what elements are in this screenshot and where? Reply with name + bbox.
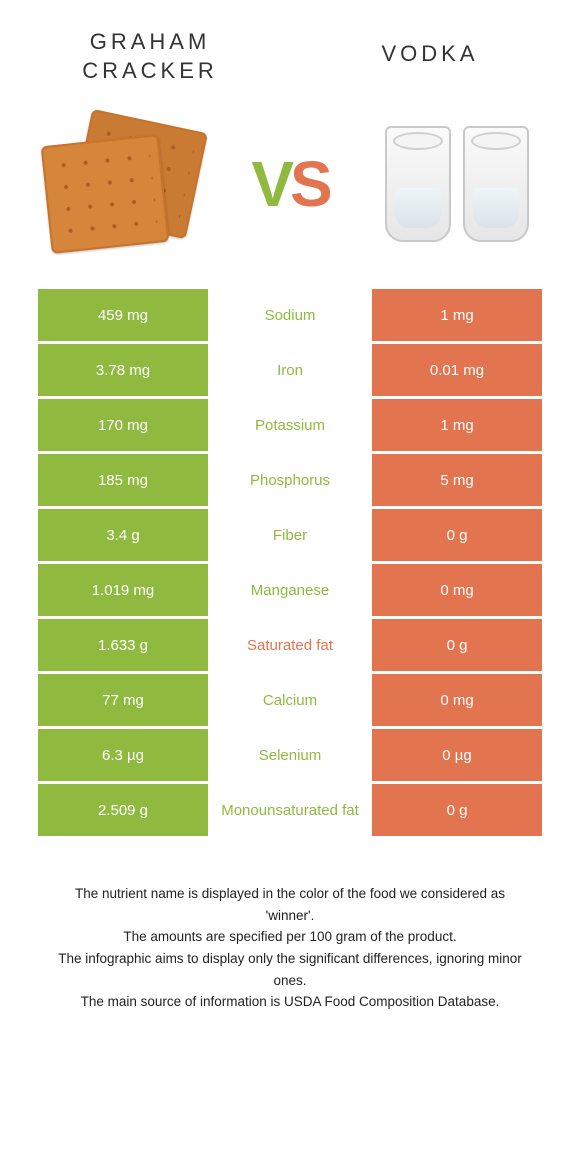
comparison-table: 459 mgSodium1 mg3.78 mgIron0.01 mg170 mg… xyxy=(0,289,580,836)
cell-right-value: 0 g xyxy=(372,509,542,561)
table-row: 1.019 mgManganese0 mg xyxy=(38,564,542,616)
table-row: 170 mgPotassium1 mg xyxy=(38,399,542,451)
footer-notes: The nutrient name is displayed in the co… xyxy=(0,839,580,1013)
table-row: 2.509 gMonounsaturated fat0 g xyxy=(38,784,542,836)
cell-nutrient-label: Sodium xyxy=(208,289,372,341)
cell-left-value: 1.019 mg xyxy=(38,564,208,616)
cell-left-value: 77 mg xyxy=(38,674,208,726)
cell-left-value: 459 mg xyxy=(38,289,208,341)
vodka-glasses-icon xyxy=(385,126,529,242)
cell-nutrient-label: Monounsaturated fat xyxy=(208,784,372,836)
header: GRAHAM CRACKER VODKA xyxy=(0,0,580,99)
cell-right-value: 0 mg xyxy=(372,564,542,616)
cell-nutrient-label: Selenium xyxy=(208,729,372,781)
table-row: 6.3 µgSelenium0 µg xyxy=(38,729,542,781)
table-row: 3.4 gFiber0 g xyxy=(38,509,542,561)
cell-left-value: 6.3 µg xyxy=(38,729,208,781)
cell-left-value: 185 mg xyxy=(38,454,208,506)
cell-right-value: 0 g xyxy=(372,619,542,671)
food-title-right: VODKA xyxy=(330,40,530,85)
cell-left-value: 2.509 g xyxy=(38,784,208,836)
cell-right-value: 0 g xyxy=(372,784,542,836)
images-row: VS xyxy=(0,99,580,289)
footer-line: The amounts are specified per 100 gram o… xyxy=(50,926,530,948)
table-row: 1.633 gSaturated fat0 g xyxy=(38,619,542,671)
cell-right-value: 0.01 mg xyxy=(372,344,542,396)
cell-right-value: 0 mg xyxy=(372,674,542,726)
footer-line: The main source of information is USDA F… xyxy=(50,991,530,1013)
cell-right-value: 0 µg xyxy=(372,729,542,781)
table-row: 77 mgCalcium0 mg xyxy=(38,674,542,726)
cell-nutrient-label: Iron xyxy=(208,344,372,396)
vs-s: S xyxy=(290,148,329,220)
footer-line: The infographic aims to display only the… xyxy=(50,948,530,991)
table-row: 185 mgPhosphorus5 mg xyxy=(38,454,542,506)
food-image-right xyxy=(372,109,542,259)
cell-nutrient-label: Saturated fat xyxy=(208,619,372,671)
cell-nutrient-label: Calcium xyxy=(208,674,372,726)
graham-cracker-icon xyxy=(38,114,208,254)
cell-nutrient-label: Fiber xyxy=(208,509,372,561)
food-image-left xyxy=(38,109,208,259)
cell-right-value: 1 mg xyxy=(372,289,542,341)
cell-right-value: 5 mg xyxy=(372,454,542,506)
cell-left-value: 1.633 g xyxy=(38,619,208,671)
food-title-left: GRAHAM CRACKER xyxy=(50,28,250,85)
footer-line: The nutrient name is displayed in the co… xyxy=(50,883,530,926)
table-row: 459 mgSodium1 mg xyxy=(38,289,542,341)
cell-nutrient-label: Phosphorus xyxy=(208,454,372,506)
table-row: 3.78 mgIron0.01 mg xyxy=(38,344,542,396)
cell-nutrient-label: Potassium xyxy=(208,399,372,451)
cell-left-value: 170 mg xyxy=(38,399,208,451)
vs-v: V xyxy=(251,148,290,220)
cell-nutrient-label: Manganese xyxy=(208,564,372,616)
cell-left-value: 3.4 g xyxy=(38,509,208,561)
cell-left-value: 3.78 mg xyxy=(38,344,208,396)
vs-badge: VS xyxy=(251,147,328,221)
cell-right-value: 1 mg xyxy=(372,399,542,451)
